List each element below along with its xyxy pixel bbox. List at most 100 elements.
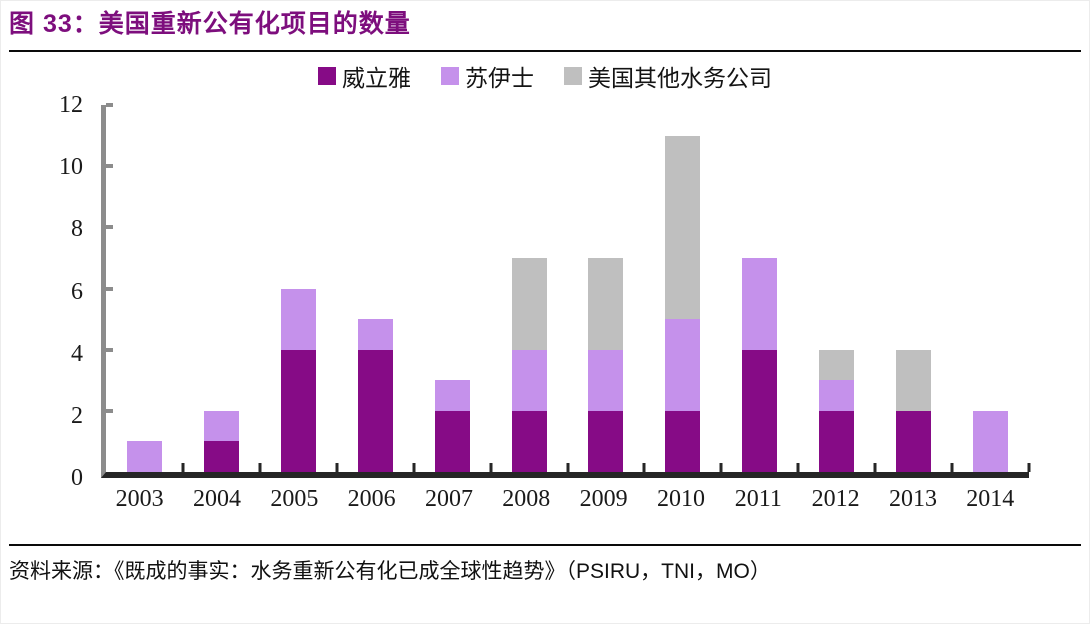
bar-segment-威立雅 bbox=[280, 349, 316, 472]
bar-segment-威立雅 bbox=[357, 349, 393, 472]
legend-swatch-icon bbox=[318, 67, 336, 85]
source-line: 资料来源：《既成的事实：水务重新公有化已成全球性趋势》（PSIRU，TNI，MO… bbox=[1, 546, 1089, 585]
bar-slot-2003 bbox=[106, 105, 183, 472]
stacked-bar-2006 bbox=[357, 105, 393, 472]
legend-item-0: 威立雅 bbox=[318, 59, 411, 93]
legend-label: 美国其他水务公司 bbox=[588, 66, 772, 91]
y-tick-label: 10 bbox=[59, 154, 83, 181]
stacked-bar-2008 bbox=[511, 105, 547, 472]
bar-segment-苏伊士 bbox=[588, 349, 624, 411]
x-axis-tick bbox=[873, 463, 877, 472]
stacked-bar-2005 bbox=[280, 105, 316, 472]
bar-segment-苏伊士 bbox=[819, 380, 855, 411]
x-tick-label: 2005 bbox=[270, 486, 319, 512]
source-text: 资料来源：《既成的事实：水务重新公有化已成全球性趋势》 bbox=[9, 559, 566, 583]
bar-segment-苏伊士 bbox=[511, 349, 547, 411]
bar-segment-威立雅 bbox=[819, 410, 855, 472]
bar-slot-2007 bbox=[414, 105, 491, 472]
x-axis-tick bbox=[181, 463, 185, 472]
bar-segment-威立雅 bbox=[434, 410, 470, 472]
bar-segment-苏伊士 bbox=[203, 410, 239, 442]
x-axis-tick bbox=[412, 463, 416, 472]
y-axis-tick bbox=[106, 225, 113, 230]
chart-area: 0 2 4 6 8 10 12 bbox=[59, 92, 1031, 491]
y-axis-tick bbox=[106, 408, 113, 413]
x-axis-tick bbox=[719, 463, 723, 472]
bar-segment-威立雅 bbox=[665, 410, 701, 472]
bar-segment-苏伊士 bbox=[280, 288, 316, 350]
bar-slot-2006 bbox=[337, 105, 414, 472]
bar-segment-美国其他水务公司 bbox=[588, 257, 624, 350]
stacked-bar-2012 bbox=[819, 105, 855, 472]
source-orgs-text: （PSIRU，TNI，MO） bbox=[565, 560, 771, 583]
legend-swatch-icon bbox=[564, 67, 582, 85]
plot-area bbox=[101, 103, 1031, 478]
bar-segment-美国其他水务公司 bbox=[511, 257, 547, 350]
legend-item-2: 美国其他水务公司 bbox=[564, 59, 772, 93]
stacked-bar-2011 bbox=[742, 105, 778, 472]
x-axis-labels: 2003 2004 2005 2006 2007 2008 2009 2010 2011 2012… bbox=[101, 486, 1029, 520]
y-tick-label: 2 bbox=[71, 402, 83, 429]
stacked-bar-2007 bbox=[434, 105, 470, 472]
chart-legend: 威立雅 苏伊士 美国其他水务公司 bbox=[1, 61, 1089, 91]
x-axis-tick bbox=[335, 463, 339, 472]
bar-slot-2012 bbox=[798, 105, 875, 472]
x-axis-tick bbox=[642, 463, 646, 472]
stacked-bar-2014 bbox=[973, 105, 1009, 472]
x-tick-label: 2007 bbox=[424, 486, 473, 512]
y-tick-label: 0 bbox=[71, 465, 83, 491]
y-tick-label: 6 bbox=[71, 278, 83, 305]
bar-segment-美国其他水务公司 bbox=[665, 135, 701, 320]
y-axis-tick bbox=[106, 164, 113, 169]
bar-segment-威立雅 bbox=[511, 410, 547, 472]
x-axis-tick bbox=[1027, 463, 1031, 472]
x-tick-label: 2006 bbox=[347, 486, 396, 512]
stacked-bar-2009 bbox=[588, 105, 624, 472]
bar-segment-苏伊士 bbox=[357, 319, 393, 350]
legend-label: 威立雅 bbox=[342, 66, 411, 91]
bar-segment-美国其他水务公司 bbox=[896, 349, 932, 411]
x-axis-tick bbox=[566, 463, 569, 472]
footer-divider bbox=[9, 544, 1081, 546]
bar-slot-2004 bbox=[183, 105, 260, 472]
bar-slot-2010 bbox=[644, 105, 721, 472]
bar-slot-2014 bbox=[952, 105, 1029, 472]
y-axis-tick bbox=[106, 103, 113, 107]
legend-item-1: 苏伊士 bbox=[441, 59, 534, 93]
bar-segment-威立雅 bbox=[588, 410, 624, 472]
x-tick-label: 2010 bbox=[656, 486, 705, 512]
legend-label: 苏伊士 bbox=[465, 66, 534, 91]
y-tick-label: 4 bbox=[71, 340, 83, 367]
bar-segment-威立雅 bbox=[203, 441, 239, 472]
x-tick-label: 2008 bbox=[502, 486, 551, 512]
y-tick-label: 12 bbox=[59, 92, 83, 118]
legend-swatch-icon bbox=[441, 67, 459, 85]
bar-slot-2013 bbox=[875, 105, 952, 472]
x-tick-label: 2012 bbox=[811, 486, 860, 512]
header-divider bbox=[9, 50, 1081, 52]
bar-slot-2011 bbox=[721, 105, 798, 472]
bar-segment-苏伊士 bbox=[742, 257, 778, 350]
bars-container bbox=[106, 105, 1029, 472]
bar-slot-2005 bbox=[260, 105, 337, 472]
x-tick-label: 2013 bbox=[888, 486, 937, 512]
stacked-bar-2010 bbox=[665, 105, 701, 472]
y-axis-labels: 0 2 4 6 8 10 12 bbox=[23, 92, 83, 491]
x-axis-tick bbox=[950, 463, 954, 472]
y-axis-tick bbox=[106, 286, 113, 291]
bar-segment-苏伊士 bbox=[434, 380, 470, 411]
x-axis-tick bbox=[489, 463, 493, 472]
stacked-bar-2003 bbox=[126, 105, 162, 472]
bar-segment-苏伊士 bbox=[126, 441, 162, 472]
bar-segment-苏伊士 bbox=[665, 319, 701, 411]
x-tick-label: 2014 bbox=[966, 486, 1015, 512]
x-axis-tick bbox=[796, 463, 800, 472]
bar-segment-美国其他水务公司 bbox=[819, 349, 855, 381]
figure-header: 图 33：美国重新公有化项目的数量 bbox=[1, 1, 1089, 41]
x-tick-label: 2009 bbox=[579, 486, 628, 512]
stacked-bar-2013 bbox=[896, 105, 932, 472]
bar-segment-威立雅 bbox=[742, 349, 778, 472]
bar-slot-2008 bbox=[491, 105, 568, 472]
x-tick-label: 2003 bbox=[115, 486, 164, 512]
